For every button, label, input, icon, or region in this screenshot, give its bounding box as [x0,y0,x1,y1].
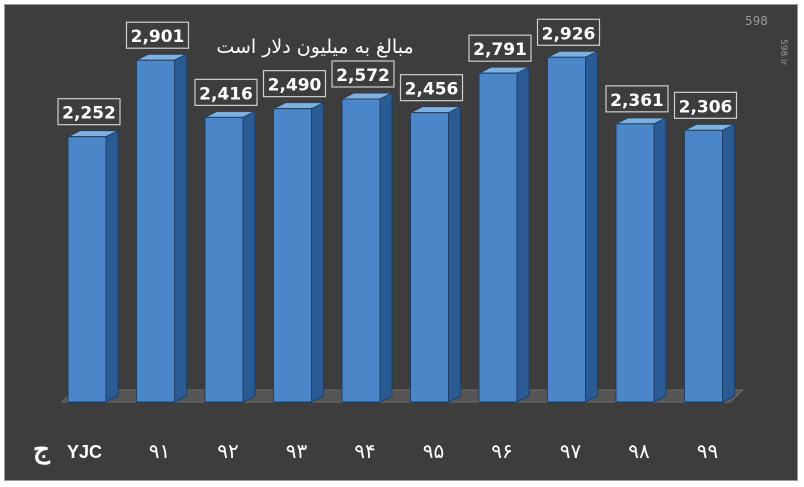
bar-side [653,117,667,403]
bar-side [516,66,530,403]
bar [273,101,324,403]
value-label-text: 2,926 [542,24,596,44]
value-label-text: 2,572 [336,66,390,86]
value-label-box [605,85,669,113]
bar-front [136,59,175,403]
bar [136,53,187,403]
bar-front [273,108,312,403]
value-label-box [399,74,464,102]
bar-side [585,50,598,403]
bar [410,105,461,403]
value-label-box [262,70,327,98]
value-label-text: 2,456 [405,80,459,100]
value-label-text: 2,490 [268,76,322,96]
value-label-text: 2,901 [131,27,185,47]
value-label-box [673,91,738,119]
bar-side [242,110,256,403]
watermark: 598 598.ir [745,14,788,66]
bar [615,117,667,403]
value-label: 2,901 [125,21,190,49]
value-label-text: 2,416 [199,84,253,104]
x-tick-labels-group: ۹۱ ۹۲ ۹۳ ۹۴ ۹۵ ۹۶ ۹۷ ۹۸ ۹۹ [149,439,718,463]
value-label-box [194,78,258,106]
bar-side [722,123,735,403]
bar [684,123,735,403]
x-tick-label: ۹۹ [697,439,718,463]
logo-text: YJC [67,442,102,462]
value-label: 2,572 [331,60,395,88]
x-tick-label: ۹۴ [354,439,375,463]
bar [547,50,598,403]
x-tick-label: ۹۸ [628,439,650,463]
value-label: 2,416 [194,78,258,106]
bar [204,110,256,403]
bar-front [204,116,244,403]
bar-side [379,92,393,403]
value-label: 2,926 [536,18,601,46]
bar [478,66,530,403]
value-label-box [331,60,395,88]
value-label-box [125,21,190,49]
plot-area: مبالغ به میلیون دلار است 2,252 2,901 2,416… [4,4,798,481]
value-label: 2,791 [468,34,532,62]
bars-group [67,50,735,403]
x-tick-label: ۹۳ [286,439,308,463]
value-labels-group: 2,252 2,901 2,416 2,490 2,572 2,456 2,791 2,926… [57,18,738,126]
bar-side [105,129,119,403]
value-label: 2,490 [262,70,327,98]
value-label: 2,361 [605,85,669,113]
value-label-box [536,18,601,46]
bar-side [174,53,187,403]
bar-front [478,72,518,403]
bar-front [615,123,655,403]
logo-glyph: ج [33,434,51,465]
bar-side [311,101,324,403]
yjc-logo: YJC ج [33,434,102,465]
bar-front [547,56,586,403]
value-label: 2,456 [399,74,464,102]
bar-chart: مبالغ به میلیون دلار است 2,252 2,901 2,416… [33,14,788,465]
value-label-box [468,34,532,62]
bar-front [410,112,449,403]
bar-front [67,136,107,403]
x-tick-label: ۹۵ [423,439,444,463]
value-label-text: 2,791 [473,40,527,60]
x-tick-label: ۹۲ [217,439,238,463]
bar-side [448,105,461,403]
watermark-logo: 598 [745,14,768,28]
bar [341,92,393,403]
value-label-text: 2,306 [679,97,733,117]
value-label-text: 2,252 [62,104,116,124]
value-label-box [57,98,121,126]
value-label: 2,306 [673,91,738,119]
bar-front [341,98,381,403]
x-tick-label: ۹۷ [560,439,582,463]
x-tick-label: ۹۶ [491,439,512,463]
chart-title: مبالغ به میلیون دلار است [216,36,413,58]
bar [67,129,119,403]
value-label: 2,252 [57,98,121,126]
x-tick-label: ۹۱ [149,439,170,463]
value-label-text: 2,361 [610,91,664,111]
watermark-url: 598.ir [778,39,788,66]
bar-front [684,129,723,403]
